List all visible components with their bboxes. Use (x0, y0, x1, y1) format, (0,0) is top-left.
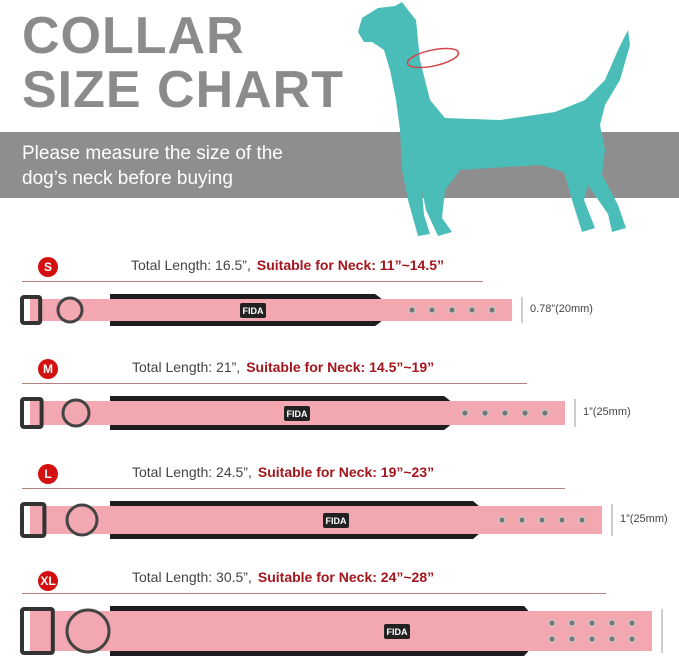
brand-text: FIDA (243, 306, 264, 316)
collar-image: FIDA (20, 294, 523, 326)
title-line-2: SIZE CHART (22, 61, 344, 119)
brand-tag (284, 406, 310, 421)
width-label: 1”(25mm) (620, 513, 668, 525)
d-ring-icon (61, 398, 91, 428)
eyelet (558, 516, 566, 524)
eyelet (461, 409, 469, 417)
eyelet (408, 306, 416, 314)
eyelet (518, 516, 526, 524)
neck-range: Suitable for Neck: 19”~23” (257, 464, 435, 480)
size-label: Total Length: 21”, Suitable for Neck: 14.… (132, 359, 434, 375)
eyelet (628, 619, 636, 627)
eyelet (468, 306, 476, 314)
total-length: Total Length: 30.5”, (132, 569, 252, 585)
neck-range: Suitable for Neck: 24”~28” (257, 569, 435, 585)
length-line (22, 593, 606, 594)
brand-tag (240, 303, 266, 318)
brand-text: FIDA (387, 627, 408, 637)
eyelet (588, 635, 596, 643)
width-label: 0.78”(20mm) (530, 303, 593, 315)
eyelet (548, 619, 556, 627)
total-length: Total Length: 21”, (132, 359, 241, 375)
dog-silhouette-icon (358, 2, 630, 236)
buckle-icon (20, 397, 44, 429)
collar-strap (30, 611, 652, 651)
eyelet (548, 635, 556, 643)
eyelet (588, 619, 596, 627)
d-ring-icon (65, 503, 99, 537)
eyelet (568, 635, 576, 643)
collar-strap (30, 299, 512, 321)
eyelet (578, 516, 586, 524)
buckle-icon (20, 502, 47, 538)
size-label: Total Length: 24.5”, Suitable for Neck: 1… (132, 464, 434, 480)
eyelet (568, 619, 576, 627)
eyelet (498, 516, 506, 524)
eyelet (608, 635, 616, 643)
collar-strap (30, 506, 602, 534)
eyelet (488, 306, 496, 314)
size-label: Total Length: 16.5”, Suitable for Neck: 1… (131, 257, 444, 273)
eyelet (521, 409, 529, 417)
total-length: Total Length: 16.5”, (131, 257, 251, 273)
size-label: Total Length: 30.5”, Suitable for Neck: 2… (132, 569, 434, 585)
size-badge: L (38, 464, 58, 484)
length-line (22, 383, 527, 384)
instruction-line-2: dog’s neck before buying (22, 168, 233, 189)
brand-text: FIDA (287, 409, 308, 419)
eyelet (538, 516, 546, 524)
eyelet (481, 409, 489, 417)
width-label: 1”(25mm) (583, 406, 631, 418)
buckle-icon (20, 607, 55, 655)
eyelet (501, 409, 509, 417)
size-badge: S (38, 257, 58, 277)
eyelet (428, 306, 436, 314)
title-line-1: COLLAR (22, 7, 245, 65)
brand-tag (323, 513, 349, 528)
buckle-icon (20, 295, 43, 325)
size-badge: M (38, 359, 58, 379)
brand-text: FIDA (326, 516, 347, 526)
instruction-line-1: Please measure the size of the (22, 143, 283, 164)
collar-image: FIDA (20, 396, 576, 430)
eyelet (608, 619, 616, 627)
total-length: Total Length: 24.5”, (132, 464, 252, 480)
neck-range: Suitable for Neck: 11”~14.5” (256, 257, 445, 273)
d-ring-icon (56, 296, 84, 324)
length-line (22, 488, 565, 489)
eyelet (541, 409, 549, 417)
collar-image: FIDA (20, 501, 613, 539)
size-badge: XL (38, 571, 58, 591)
neck-range: Suitable for Neck: 14.5”~19” (246, 359, 435, 375)
d-ring-icon (65, 608, 111, 654)
brand-tag (384, 624, 410, 639)
length-line (22, 281, 483, 282)
eyelet (628, 635, 636, 643)
collar-image: FIDA (20, 606, 663, 656)
eyelet (448, 306, 456, 314)
